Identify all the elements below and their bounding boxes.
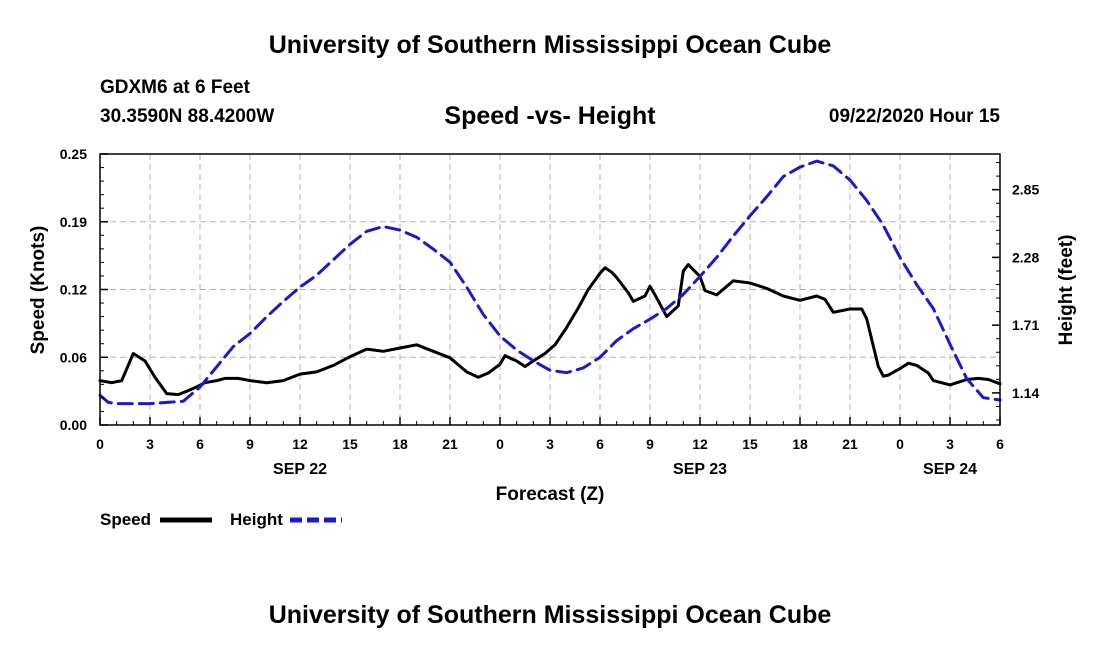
y-right-tick-label: 2.28 — [1012, 249, 1039, 265]
x-tick-label: 0 — [496, 436, 504, 452]
y-left-tick-label: 0.25 — [60, 146, 87, 162]
y-left-tick-label: 0.06 — [60, 349, 87, 365]
x-tick-label: 6 — [596, 436, 604, 452]
x-tick-label: 12 — [292, 436, 308, 452]
speed-series-line — [98, 263, 1002, 397]
y-left-tick-label: 0.19 — [60, 214, 87, 230]
x-tick-label: 21 — [442, 436, 458, 452]
chart-title: University of Southern Mississippi Ocean… — [268, 31, 832, 59]
x-tick-label: 6 — [196, 436, 204, 452]
x-tick-label: 3 — [146, 436, 154, 452]
x-tick-label: 15 — [342, 436, 358, 452]
day-label: SEP 23 — [673, 461, 727, 478]
x-tick-label: 21 — [842, 436, 858, 452]
y-left-tick-label: 0.00 — [60, 417, 87, 433]
legend-speed-label: Speed — [100, 510, 152, 529]
x-tick-label: 12 — [692, 436, 708, 452]
x-tick-label: 15 — [742, 436, 758, 452]
y-right-tick-label: 2.85 — [1012, 182, 1039, 198]
day-label: SEP 24 — [923, 461, 977, 478]
plot-subtitle: Speed -vs- Height — [444, 102, 656, 130]
x-tick-label: 9 — [246, 436, 254, 452]
coordinates-label: 30.3590N 88.4200W — [100, 106, 275, 127]
day-label: SEP 22 — [273, 461, 327, 478]
x-tick-label: 3 — [546, 436, 554, 452]
forecast-datetime: 09/22/2020 Hour 15 — [828, 106, 1000, 127]
footer-title: University of Southern Mississippi Ocean… — [268, 601, 832, 629]
y-right-tick-label: 1.71 — [1012, 317, 1039, 333]
x-tick-label: 0 — [896, 436, 904, 452]
x-tick-label: 6 — [996, 436, 1004, 452]
height-series-line — [98, 159, 1002, 406]
x-tick-label: 3 — [946, 436, 954, 452]
x-tick-label: 18 — [792, 436, 808, 452]
y-left-tick-label: 0.12 — [60, 282, 87, 298]
x-axis-label: Forecast (Z) — [496, 484, 605, 505]
legend-height-label: Height — [230, 510, 283, 529]
x-tick-label: 0 — [96, 436, 104, 452]
x-tick-label: 9 — [646, 436, 654, 452]
x-tick-label: 18 — [392, 436, 408, 452]
y-axis-left-label: Speed (Knots) — [28, 226, 49, 355]
series-layer — [98, 159, 1002, 406]
station-label: GDXM6 at 6 Feet — [100, 77, 250, 98]
y-right-tick-label: 1.14 — [1012, 385, 1039, 401]
y-axis-right-label: Height (feet) — [1056, 235, 1077, 346]
grid — [100, 154, 1000, 425]
ticks-layer: 0 3 6 9 12 15 18 21 0 3 6 9 12 15 18 21 0 3 6 SEP 22 SEP 23 S… — [60, 146, 1040, 478]
